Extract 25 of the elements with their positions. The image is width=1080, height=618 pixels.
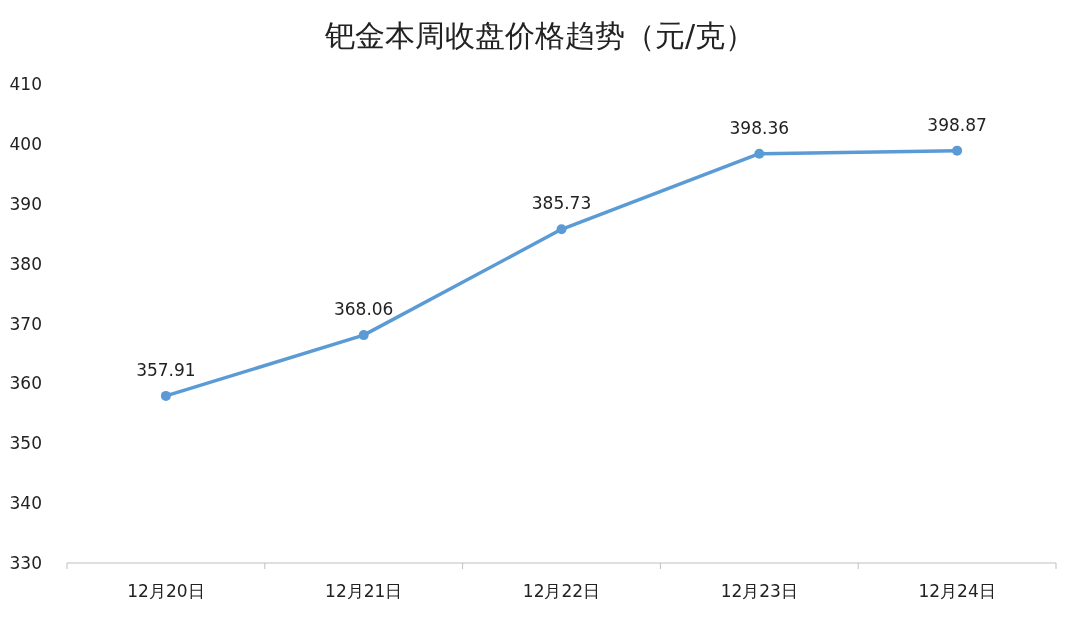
data-label: 398.87	[927, 114, 987, 135]
data-label: 357.91	[136, 359, 196, 380]
y-tick-label: 410	[9, 74, 42, 94]
point	[160, 390, 171, 401]
data-label: 385.73	[531, 193, 592, 214]
y-tick-label: 400	[9, 133, 42, 154]
point	[556, 224, 567, 235]
x-tick-label: 12月24日	[918, 581, 996, 601]
y-tick-label: 370	[9, 313, 42, 334]
y-tick-label: 360	[9, 373, 42, 394]
x-tick-label: 12月21日	[325, 581, 403, 601]
point	[952, 145, 963, 156]
y-tick-label: 340	[9, 493, 42, 514]
data-label: 368.06	[333, 299, 394, 320]
point	[358, 330, 369, 341]
x-tick-label: 12月23日	[720, 581, 798, 601]
y-tick-label: 380	[9, 253, 42, 274]
y-tick-label: 330	[9, 553, 42, 573]
y-tick-label: 390	[9, 193, 42, 214]
x-tick-label: 12月22日	[522, 581, 601, 601]
x-tick-label: 12月20日	[127, 581, 205, 601]
data-label: 398.36	[729, 117, 790, 138]
y-tick-label: 350	[9, 433, 42, 454]
chart-title: 钯金本周收盘价格趋势（元/克）	[323, 18, 756, 53]
point	[754, 148, 765, 159]
